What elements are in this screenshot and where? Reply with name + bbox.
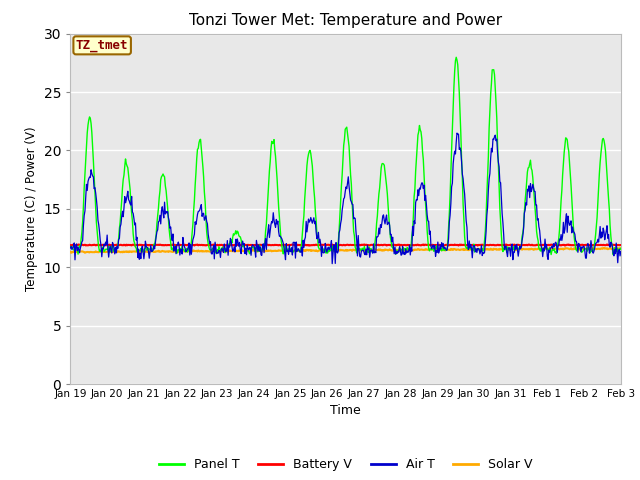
Title: Tonzi Tower Met: Temperature and Power: Tonzi Tower Met: Temperature and Power: [189, 13, 502, 28]
Legend: Panel T, Battery V, Air T, Solar V: Panel T, Battery V, Air T, Solar V: [154, 453, 538, 476]
Y-axis label: Temperature (C) / Power (V): Temperature (C) / Power (V): [25, 127, 38, 291]
X-axis label: Time: Time: [330, 405, 361, 418]
Text: TZ_tmet: TZ_tmet: [76, 39, 129, 52]
